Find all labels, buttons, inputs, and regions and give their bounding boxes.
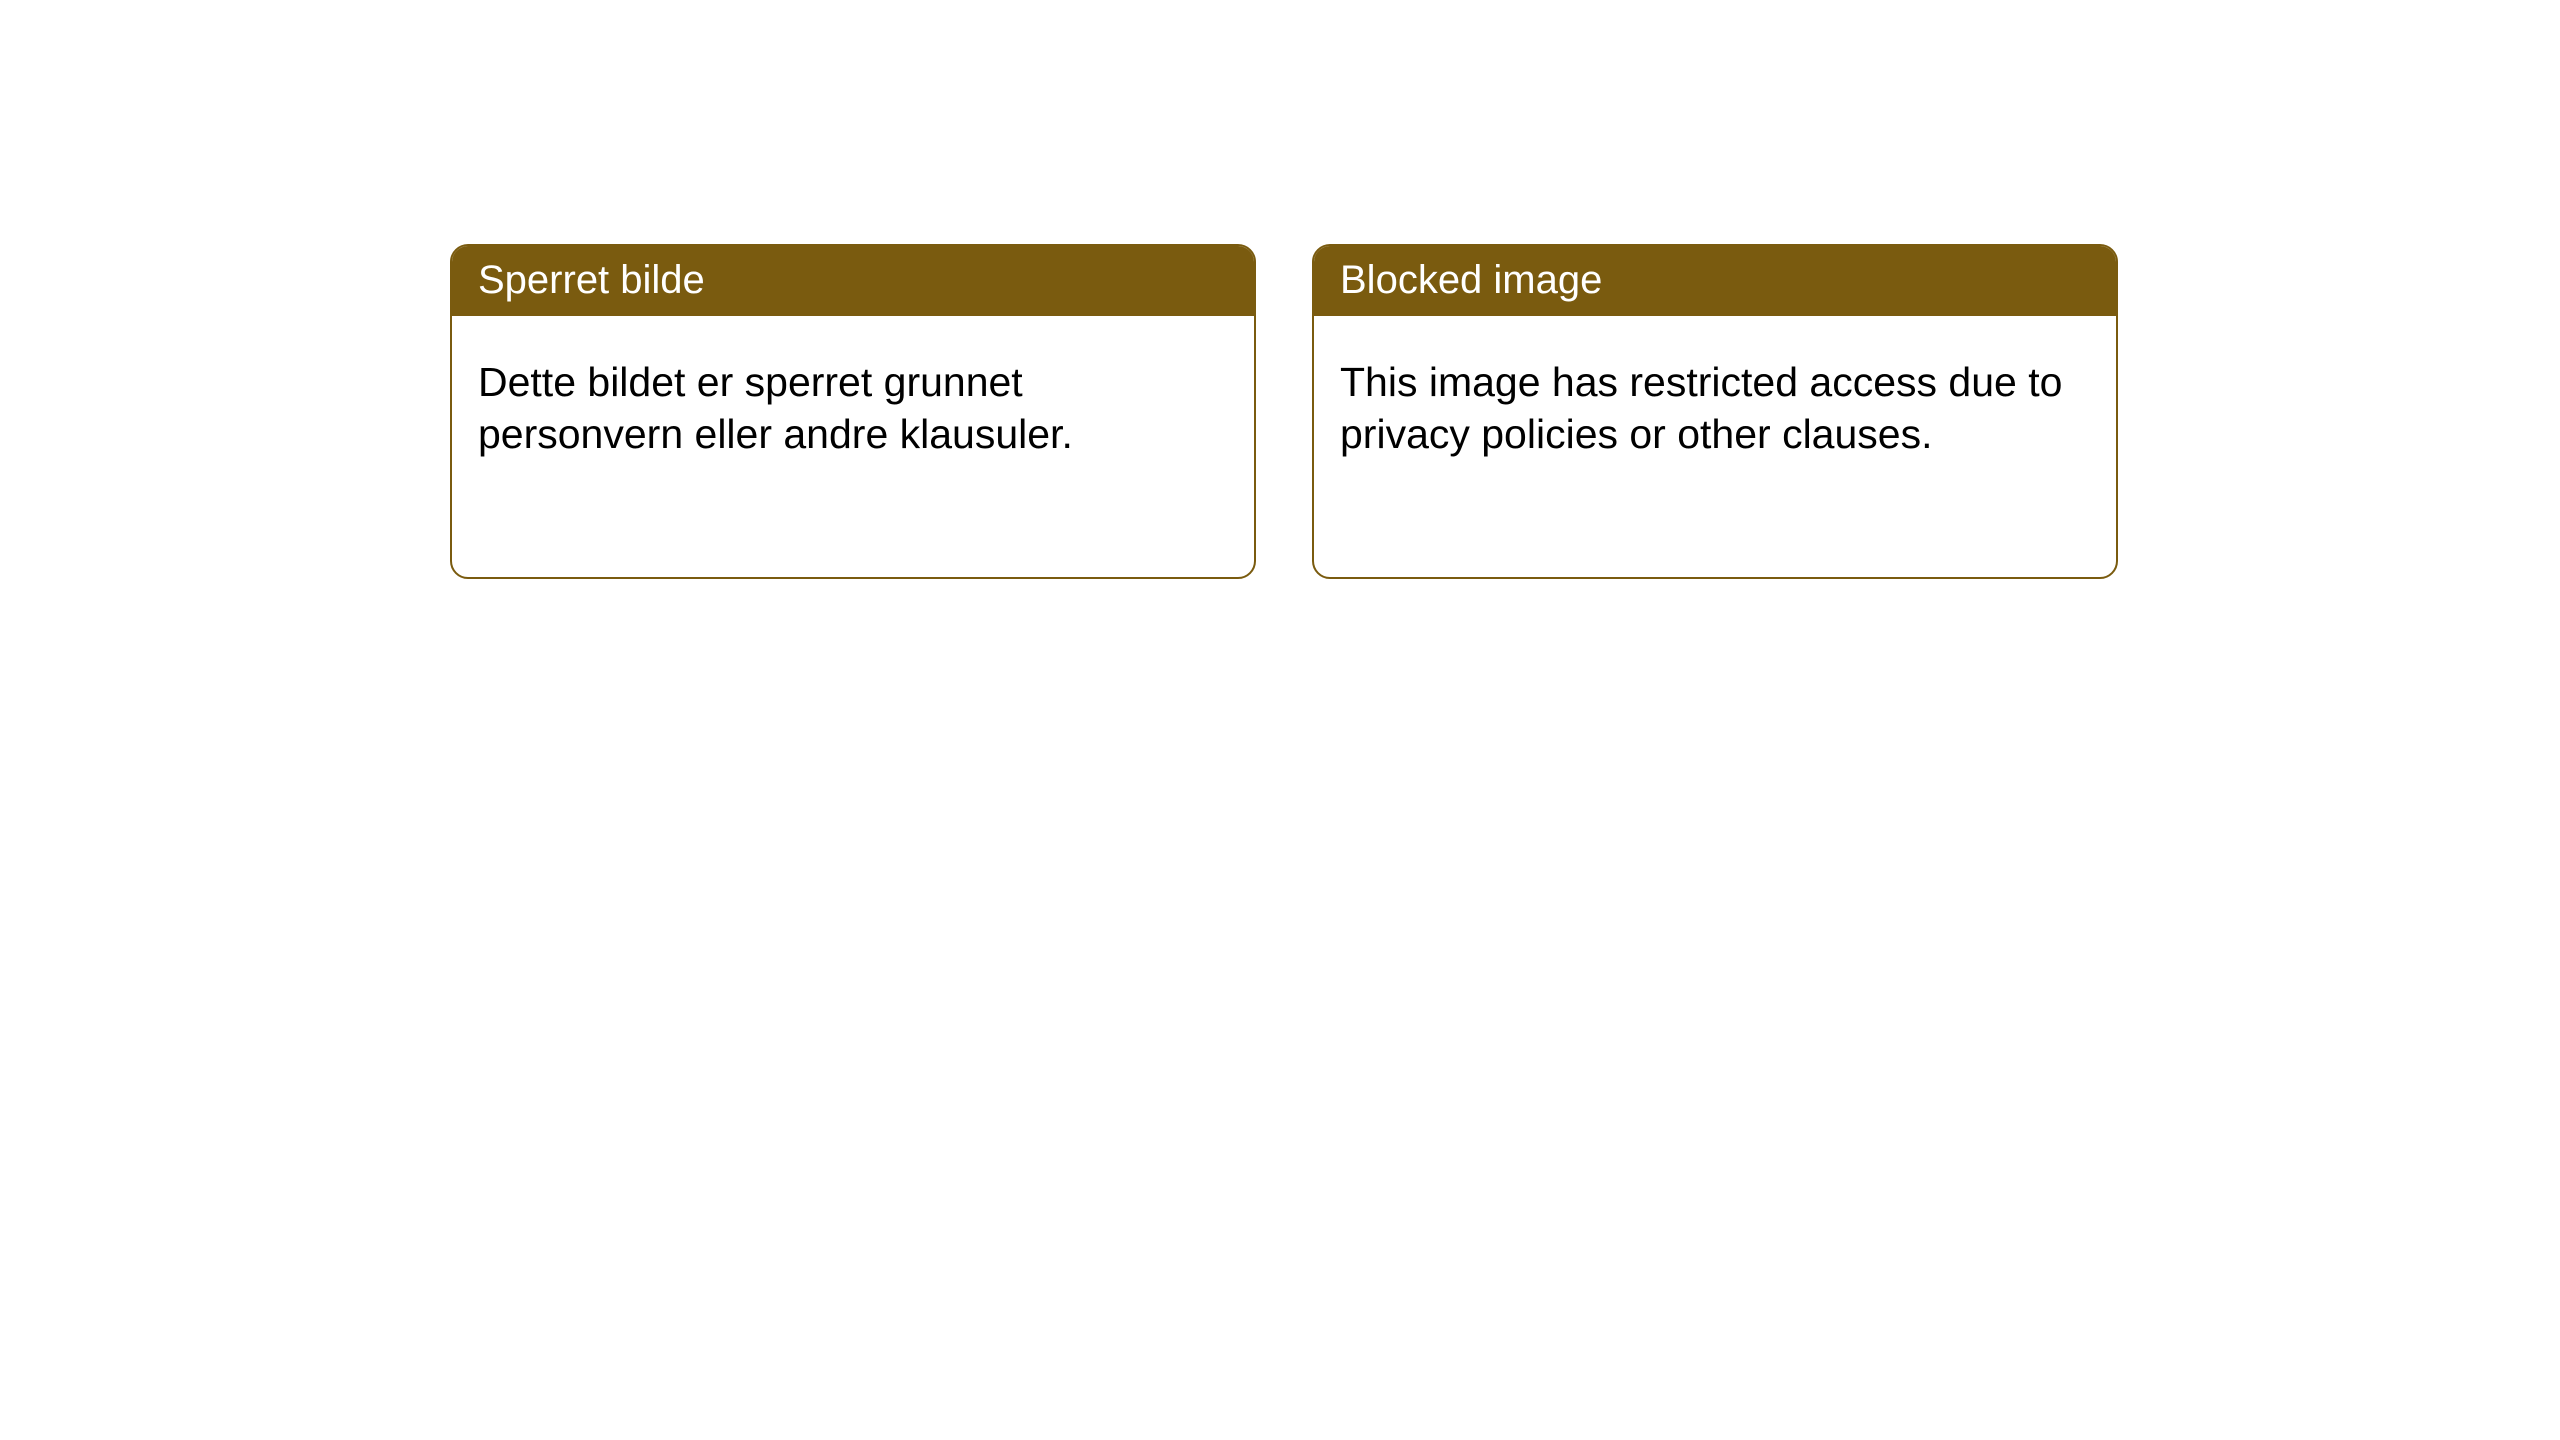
- notice-container: Sperret bilde Dette bildet er sperret gr…: [0, 0, 2560, 579]
- notice-card-norwegian: Sperret bilde Dette bildet er sperret gr…: [450, 244, 1256, 579]
- notice-title-english: Blocked image: [1314, 246, 2116, 316]
- notice-title-norwegian: Sperret bilde: [452, 246, 1254, 316]
- notice-body-english: This image has restricted access due to …: [1314, 316, 2116, 487]
- notice-card-english: Blocked image This image has restricted …: [1312, 244, 2118, 579]
- notice-body-norwegian: Dette bildet er sperret grunnet personve…: [452, 316, 1254, 487]
